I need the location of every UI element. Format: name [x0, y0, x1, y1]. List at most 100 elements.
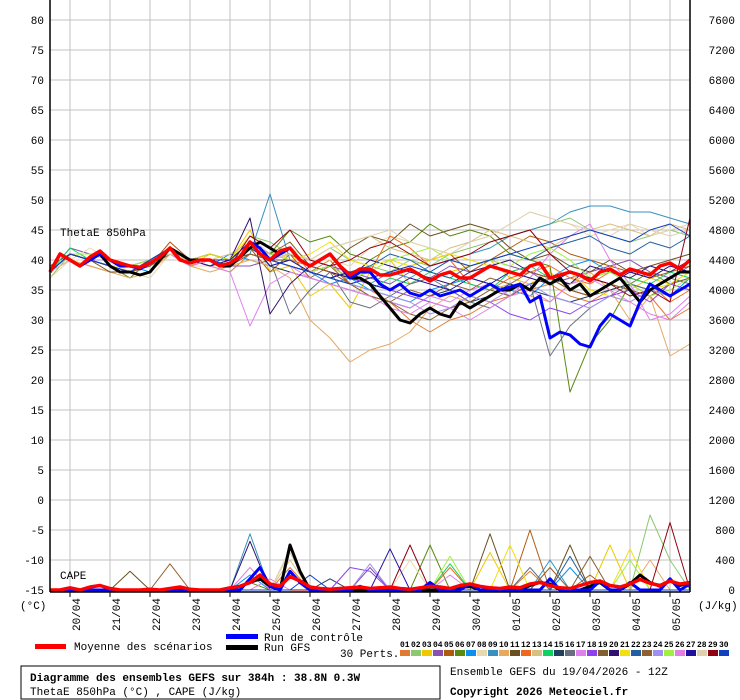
y-tick-left: 40 — [31, 256, 44, 268]
y-tick-right: 4400 — [709, 256, 735, 268]
x-tick-label: 04/05 — [632, 598, 644, 631]
x-tick-label: 28/04 — [392, 598, 404, 631]
y-tick-left: 60 — [31, 136, 44, 148]
pert-legend-number: 12 — [521, 641, 531, 650]
y-tick-right: 4800 — [709, 226, 735, 238]
pert-legend-number: 07 — [466, 641, 476, 650]
pert-legend-swatch — [521, 650, 531, 656]
pert-legend-number: 27 — [686, 641, 696, 650]
y-tick-left: 35 — [31, 286, 44, 298]
pert-legend-number: 14 — [543, 641, 553, 650]
y-tick-right: 2400 — [709, 406, 735, 418]
y-tick-right: 6400 — [709, 106, 735, 118]
legend-label-mean: Moyenne des scénarios — [74, 642, 213, 654]
y-tick-right: 6000 — [709, 136, 735, 148]
copyright: Copyright 2026 Meteociel.fr — [450, 687, 628, 699]
x-axis-ticks: 20/04 21/04 22/04 23/04 24/04 25/04 26/04 27/04… — [69, 592, 684, 631]
pert-legend-number: 22 — [631, 641, 641, 650]
pert-legend-swatch — [642, 650, 652, 656]
y-tick-right: 0 — [728, 586, 735, 598]
x-tick-label: 30/04 — [472, 598, 484, 631]
y-tick-right: 2800 — [709, 376, 735, 388]
pert-legend-number: 05 — [444, 641, 454, 650]
pert-legend-swatch — [565, 650, 575, 656]
y-tick-right: 4000 — [709, 286, 735, 298]
pert-legend-number: 19 — [598, 641, 608, 650]
legend-label-perts: 30 Perts. — [340, 649, 399, 661]
pert-legend-swatch — [719, 650, 729, 656]
pert-legend-number: 11 — [510, 641, 520, 650]
y-axis-right-ticks: 7600720068006400600056005200480044004000… — [709, 16, 735, 598]
pert-legend-swatch — [587, 650, 597, 656]
y-tick-left: 0 — [37, 496, 44, 508]
pert-legend-swatch — [598, 650, 608, 656]
pert-legend-swatch — [554, 650, 564, 656]
y-tick-right: 1200 — [709, 496, 735, 508]
panel-label-thetae: ThetaE 850hPa — [60, 228, 146, 240]
chart-title: Diagramme des ensembles GEFS sur 384h : … — [30, 673, 360, 685]
x-tick-label: 26/04 — [312, 598, 324, 631]
y-tick-left: 45 — [31, 226, 44, 238]
pert-legend-number: 16 — [565, 641, 575, 650]
pert-legend-swatch — [411, 650, 421, 656]
pert-legend-swatch — [631, 650, 641, 656]
x-tick-label: 20/04 — [72, 598, 84, 631]
pert-legend-swatch — [510, 650, 520, 656]
y-tick-left: 25 — [31, 346, 44, 358]
x-tick-label: 25/04 — [272, 598, 284, 631]
pert-legend-swatch — [488, 650, 498, 656]
pert-02-cape-line — [50, 514, 691, 591]
pert-legend-number: 06 — [455, 641, 465, 650]
series-layer — [48, 193, 692, 592]
y-tick-left: 50 — [31, 196, 44, 208]
y-tick-right: 5200 — [709, 196, 735, 208]
y-tick-left: -10 — [24, 556, 44, 568]
y-tick-left: 30 — [31, 316, 44, 328]
y-tick-left: 20 — [31, 376, 44, 388]
pert-legend-number: 13 — [532, 641, 542, 650]
x-tick-label: 22/04 — [152, 598, 164, 631]
legend-swatch-gfs — [226, 645, 258, 650]
pert-legend-swatch — [422, 650, 432, 656]
pert-legend-number: 21 — [620, 641, 630, 650]
gfs-thetae-line — [48, 240, 690, 325]
pert-legend-number: 02 — [411, 641, 421, 650]
legend-label-control: Run de contrôle — [264, 633, 363, 645]
pert-legend-swatch — [532, 650, 542, 656]
pert-legend-number: 26 — [675, 641, 685, 650]
y-tick-right: 5600 — [709, 166, 735, 178]
pert-legend-swatch — [653, 650, 663, 656]
pert-legend-number: 18 — [587, 641, 597, 650]
pert-legend-swatch — [686, 650, 696, 656]
mean-thetae-line — [48, 240, 692, 283]
y-tick-left: -5 — [31, 526, 44, 538]
pert-legend-number: 20 — [609, 641, 619, 650]
pert-legend-number: 23 — [642, 641, 652, 650]
pert-30-thetae-line — [49, 223, 691, 285]
y-tick-right: 3200 — [709, 346, 735, 358]
pert-legend-number: 17 — [576, 641, 586, 650]
y-tick-left: 80 — [31, 16, 44, 28]
pert-legend-number: 08 — [477, 641, 487, 650]
legend-swatch-mean — [35, 644, 66, 649]
legend: Moyenne des scénarios Run de contrôle Ru… — [35, 633, 729, 661]
x-tick-label: 23/04 — [192, 598, 204, 631]
pert-legend-swatch — [400, 650, 410, 656]
y-tick-right: 3600 — [709, 316, 735, 328]
title-box: Diagramme des ensembles GEFS sur 384h : … — [20, 665, 441, 700]
y-tick-left: 55 — [31, 166, 44, 178]
pert-legend-number: 10 — [499, 641, 509, 650]
y-tick-right: 800 — [715, 526, 735, 538]
pert-legend-swatch — [433, 650, 443, 656]
pert-legend-swatch — [675, 650, 685, 656]
pert-legend-swatch — [697, 650, 707, 656]
x-tick-label: 02/05 — [552, 598, 564, 631]
y-axis-left-unit: (°C) — [20, 601, 46, 613]
y-tick-left: 10 — [31, 436, 44, 448]
y-tick-left: 70 — [31, 76, 44, 88]
pert-legend-swatch — [499, 650, 509, 656]
x-tick-label: 24/04 — [232, 598, 244, 631]
pert-legend-number: 29 — [708, 641, 718, 650]
